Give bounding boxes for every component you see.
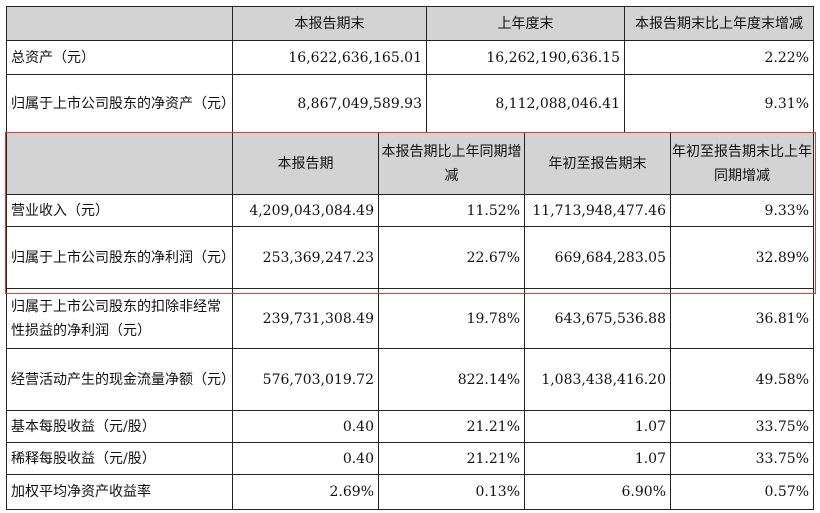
- sub-header-ytd: 年初至报告期末: [524, 132, 670, 194]
- top-header-row: 本报告期末 上年度末 本报告期末比上年度末增减: [6, 6, 814, 40]
- row-value: 9.31%: [624, 74, 814, 132]
- row-label: 归属于上市公司股东的净资产（元）: [6, 74, 235, 132]
- row-value: 0.40: [232, 442, 378, 474]
- top-header-change: 本报告期末比上年度末增减: [624, 6, 814, 40]
- row-value: 11.52%: [378, 194, 524, 226]
- row-value: 22.67%: [378, 226, 524, 288]
- row-value: 33.75%: [670, 410, 814, 442]
- row-label: 营业收入（元）: [6, 194, 232, 226]
- row-label: 经营活动产生的现金流量净额（元）: [6, 348, 235, 410]
- row-label: 稀释每股收益（元/股）: [6, 442, 232, 474]
- table-row: 总资产（元） 16,622,636,165.01 16,262,190,636.…: [6, 40, 814, 74]
- row-value: 239,731,308.49: [232, 288, 378, 348]
- row-value: 9.33%: [670, 194, 814, 226]
- row-value: 669,684,283.05: [524, 226, 670, 288]
- row-value: 6.90%: [524, 474, 670, 510]
- row-value: 1.07: [524, 442, 670, 474]
- row-value: 49.58%: [670, 348, 814, 410]
- row-value: 822.14%: [378, 348, 524, 410]
- top-header-period-end: 本报告期末: [232, 6, 426, 40]
- row-value: 16,622,636,165.01: [232, 40, 426, 74]
- row-value: 576,703,019.72: [232, 348, 378, 410]
- row-value: 32.89%: [670, 226, 814, 288]
- table-row: 归属于上市公司股东的净资产（元） 8,867,049,589.93 8,112,…: [6, 74, 814, 132]
- row-value: 11,713,948,477.46: [524, 194, 670, 226]
- row-value: 2.69%: [232, 474, 378, 510]
- row-value: 2.22%: [624, 40, 814, 74]
- table-row: 加权平均净资产收益率 2.69% 0.13% 6.90% 0.57%: [6, 474, 814, 510]
- sub-header-ytd-change: 年初至报告期末比上年同期增减: [670, 132, 814, 194]
- row-value: 33.75%: [670, 442, 814, 474]
- sub-header-current-period: 本报告期: [232, 132, 378, 194]
- top-header-last-year-end: 上年度末: [426, 6, 624, 40]
- row-value: 0.40: [232, 410, 378, 442]
- sub-header-blank: [6, 132, 232, 194]
- row-value: 1.07: [524, 410, 670, 442]
- row-label: 加权平均净资产收益率: [6, 474, 232, 510]
- row-value: 8,112,088,046.41: [426, 74, 624, 132]
- row-label: 基本每股收益（元/股）: [6, 410, 232, 442]
- table-row: 归属于上市公司股东的扣除非经常性损益的净利润（元） 239,731,308.49…: [6, 288, 814, 348]
- sub-header-yoy-change: 本报告期比上年同期增减: [378, 132, 524, 194]
- row-value: 21.21%: [378, 410, 524, 442]
- sub-header-row: 本报告期 本报告期比上年同期增减 年初至报告期末 年初至报告期末比上年同期增减: [6, 132, 814, 194]
- row-value: 0.13%: [378, 474, 524, 510]
- table-row: 经营活动产生的现金流量净额（元） 576,703,019.72 822.14% …: [6, 348, 814, 410]
- row-value: 0.57%: [670, 474, 814, 510]
- row-label: 归属于上市公司股东的扣除非经常性损益的净利润（元）: [6, 288, 232, 348]
- row-value: 36.81%: [670, 288, 814, 348]
- top-header-blank: [6, 6, 232, 40]
- row-label: 归属于上市公司股东的净利润（元）: [6, 226, 235, 288]
- row-value: 8,867,049,589.93: [232, 74, 426, 132]
- row-value: 19.78%: [378, 288, 524, 348]
- row-value: 4,209,043,084.49: [232, 194, 378, 226]
- row-value: 16,262,190,636.15: [426, 40, 624, 74]
- table-row: 稀释每股收益（元/股） 0.40 21.21% 1.07 33.75%: [6, 442, 814, 474]
- row-value: 253,369,247.23: [232, 226, 378, 288]
- table-row: 归属于上市公司股东的净利润（元） 253,369,247.23 22.67% 6…: [6, 226, 814, 288]
- table-row: 营业收入（元） 4,209,043,084.49 11.52% 11,713,9…: [6, 194, 814, 226]
- row-label: 总资产（元）: [6, 40, 232, 74]
- row-value: 21.21%: [378, 442, 524, 474]
- table-row: 基本每股收益（元/股） 0.40 21.21% 1.07 33.75%: [6, 410, 814, 442]
- row-value: 643,675,536.88: [524, 288, 670, 348]
- row-value: 1,083,438,416.20: [524, 348, 670, 410]
